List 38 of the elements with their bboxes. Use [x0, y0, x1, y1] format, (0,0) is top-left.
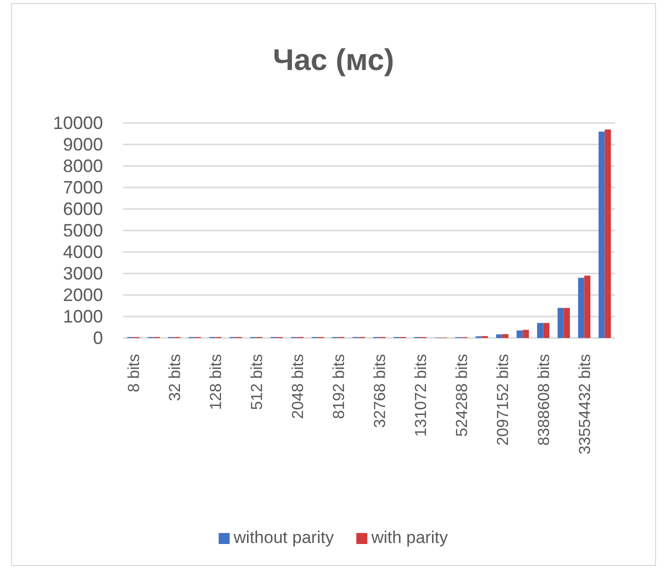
bar — [578, 278, 584, 338]
x-tick-label: 512 bits — [248, 354, 266, 410]
bar — [543, 322, 550, 338]
x-tick-label: 128 bits — [208, 354, 225, 410]
bar — [502, 334, 508, 338]
x-tick-label: 2097152 bits — [494, 354, 512, 446]
x-tick-label: 2048 bits — [290, 354, 307, 419]
x-tick-label: 524288 bits — [454, 354, 471, 437]
y-tick-label: 5000 — [62, 220, 103, 240]
y-tick-label: 1000 — [62, 306, 103, 326]
y-tick-label: 0 — [92, 328, 103, 348]
x-tick-label: 32 bits — [166, 354, 184, 402]
y-tick-label: 2000 — [62, 284, 103, 305]
x-tick-label: 33554432 bits — [576, 354, 594, 455]
bar — [564, 308, 570, 338]
y-tick-label: 6000 — [62, 198, 103, 219]
bar — [604, 129, 611, 338]
bar — [516, 330, 523, 338]
y-tick-label: 10000 — [52, 112, 103, 133]
y-tick-label: 7000 — [62, 177, 103, 198]
y-tick-label: 9000 — [62, 134, 103, 154]
y-tick-label: 4000 — [62, 242, 103, 262]
bar — [558, 308, 564, 338]
bar — [537, 322, 544, 338]
x-tick-label: 131072 bits — [412, 354, 430, 437]
x-tick-label: 8 bits — [126, 354, 143, 392]
x-tick-label: 32768 bits — [372, 354, 389, 428]
x-tick-label: 8388608 bits — [536, 354, 553, 446]
bar — [584, 276, 590, 338]
bar — [522, 330, 529, 338]
legend-label: without parity — [232, 528, 334, 547]
bar — [496, 334, 502, 338]
chart-title: Час (мс) — [272, 44, 394, 77]
y-tick-label: 8000 — [62, 156, 103, 176]
x-tick-label: 8192 bits — [330, 354, 348, 419]
legend-label: with parity — [370, 528, 448, 547]
y-tick-label: 3000 — [62, 263, 103, 284]
bar — [598, 132, 605, 338]
